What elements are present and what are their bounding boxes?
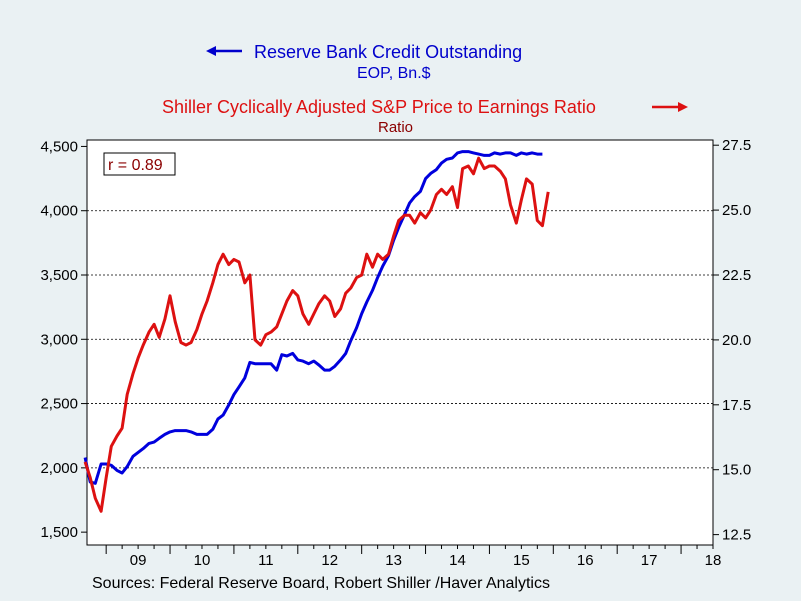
x-tick-label: 17 xyxy=(641,552,658,569)
x-tick-label: 15 xyxy=(513,552,530,569)
y-left-tick-label: 4,500 xyxy=(40,138,78,155)
x-tick-label: 09 xyxy=(130,552,147,569)
x-tick-label: 10 xyxy=(194,552,211,569)
y-left-tick-label: 3,500 xyxy=(40,267,78,284)
legend-left-series-subtitle: EOP, Bn.$ xyxy=(357,65,431,82)
y-left-tick-label: 3,000 xyxy=(40,331,78,348)
y-right-tick-label: 15.0 xyxy=(722,462,751,479)
x-axis: 09 10 11 12 13 14 15 16 17 18 xyxy=(105,545,722,569)
x-tick-label: 12 xyxy=(321,552,338,569)
series-lines xyxy=(83,150,550,513)
legend-blue-arrow-icon xyxy=(206,46,242,56)
x-tick-label: 11 xyxy=(258,552,274,569)
legend-right-series-subtitle: Ratio xyxy=(378,119,413,136)
series-line-shiller-cape xyxy=(83,156,550,513)
legend-red-arrow-icon xyxy=(652,102,688,112)
y-left-tick-label: 2,500 xyxy=(40,396,78,413)
y-right-tick-label: 20.0 xyxy=(722,332,751,349)
y-right-tick-label: 12.5 xyxy=(722,527,751,544)
y-axis-left: 1,500 2,000 2,500 3,000 3,500 4,000 4,500 xyxy=(40,138,87,541)
y-left-tick-label: 2,000 xyxy=(40,460,78,477)
x-tick-label: 16 xyxy=(577,552,594,569)
legend-right-series-title: Shiller Cyclically Adjusted S&P Price to… xyxy=(162,97,596,117)
series-line-reserve-bank-credit xyxy=(83,150,543,485)
y-axis-right: 12.5 15.0 17.5 20.0 22.5 25.0 27.5 xyxy=(713,137,751,544)
y-left-tick-label: 1,500 xyxy=(40,524,78,541)
y-right-tick-label: 22.5 xyxy=(722,267,751,284)
legend-left-series-title: Reserve Bank Credit Outstanding xyxy=(254,42,522,62)
x-tick-label: 13 xyxy=(385,552,402,569)
correlation-label: r = 0.89 xyxy=(108,157,163,174)
y-right-tick-label: 27.5 xyxy=(722,137,751,154)
correlation-box xyxy=(103,152,176,176)
y-right-tick-label: 17.5 xyxy=(722,397,751,414)
x-tick-label: 14 xyxy=(449,552,466,569)
y-right-tick-label: 25.0 xyxy=(722,202,751,219)
x-tick-label: 18 xyxy=(705,552,722,569)
y-left-tick-label: 4,000 xyxy=(40,203,78,220)
source-label: Sources: Federal Reserve Board, Robert S… xyxy=(92,575,550,592)
